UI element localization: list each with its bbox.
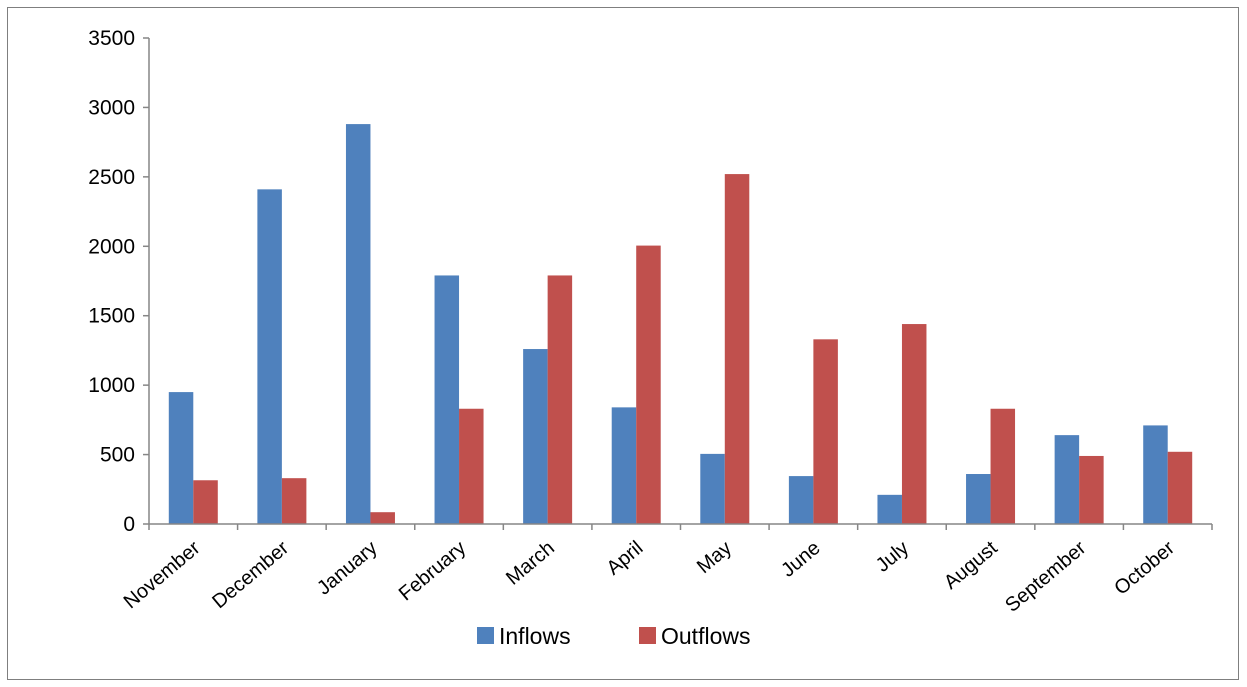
bar-inflows-january: [345, 124, 371, 524]
bar-inflows-march: [523, 349, 548, 524]
x-category-label: September: [1001, 537, 1090, 617]
chart-frame: 0 500 1000 1500 2000 2500 3000 3500 November Dec…: [7, 7, 1239, 680]
bar-outflows-june: [813, 339, 838, 524]
bar-inflows-october: [1143, 425, 1168, 524]
bar-inflows-april: [611, 407, 637, 524]
x-category-label: May: [693, 537, 736, 578]
x-category-label: July: [872, 537, 913, 577]
bar-inflows-november: [168, 392, 194, 524]
bar-outflows-august: [990, 408, 1016, 524]
y-tick-label: 2000: [88, 235, 135, 258]
bar-outflows-september: [1079, 455, 1104, 524]
bar-outflows-april: [636, 245, 661, 524]
bar-inflows-may: [700, 453, 725, 524]
legend-label-outflows: Outflows: [661, 623, 750, 649]
legend-label-inflows: Inflows: [499, 623, 571, 649]
bars-layer: [168, 124, 1193, 524]
bar-outflows-october: [1167, 451, 1193, 524]
y-tick-label: 3000: [88, 96, 135, 119]
legend: Inflows Outflows: [477, 623, 750, 649]
y-tick-label: 2500: [88, 166, 135, 189]
y-tick-label: 1500: [88, 305, 135, 328]
x-category-label: August: [940, 537, 1002, 594]
x-axis-categories: November December January February March Apri…: [120, 524, 1213, 617]
y-tick-label: 1000: [88, 374, 135, 397]
x-category-label: January: [313, 537, 382, 600]
x-category-label: March: [502, 537, 559, 590]
x-category-label: February: [395, 537, 470, 605]
bar-chart: 0 500 1000 1500 2000 2500 3000 3500 November Dec…: [88, 27, 1213, 649]
bar-inflows-february: [434, 275, 460, 524]
bar-outflows-december: [281, 478, 307, 524]
bar-inflows-july: [877, 494, 902, 524]
axes-layer: [148, 38, 1212, 525]
x-category-label: June: [777, 537, 824, 582]
legend-swatch-inflows: [477, 627, 494, 644]
bar-inflows-june: [788, 476, 814, 524]
y-axis-ticks: 0 500 1000 1500 2000 2500 3000 3500: [88, 27, 149, 536]
bar-outflows-january: [370, 512, 395, 524]
x-category-label: December: [208, 537, 293, 613]
bar-inflows-august: [966, 474, 991, 524]
y-tick-label: 500: [100, 444, 135, 467]
y-tick-label: 3500: [88, 27, 135, 50]
x-category-label: April: [603, 537, 648, 580]
bar-outflows-february: [459, 408, 484, 524]
bar-outflows-march: [547, 275, 573, 524]
legend-swatch-outflows: [639, 627, 656, 644]
x-category-label: October: [1110, 537, 1179, 600]
bar-inflows-december: [257, 189, 282, 524]
x-category-label: November: [120, 537, 205, 613]
bar-inflows-september: [1054, 435, 1080, 524]
y-tick-label: 0: [123, 513, 135, 536]
bar-outflows-november: [193, 480, 218, 524]
bar-outflows-may: [724, 174, 750, 524]
bar-outflows-july: [901, 324, 927, 524]
